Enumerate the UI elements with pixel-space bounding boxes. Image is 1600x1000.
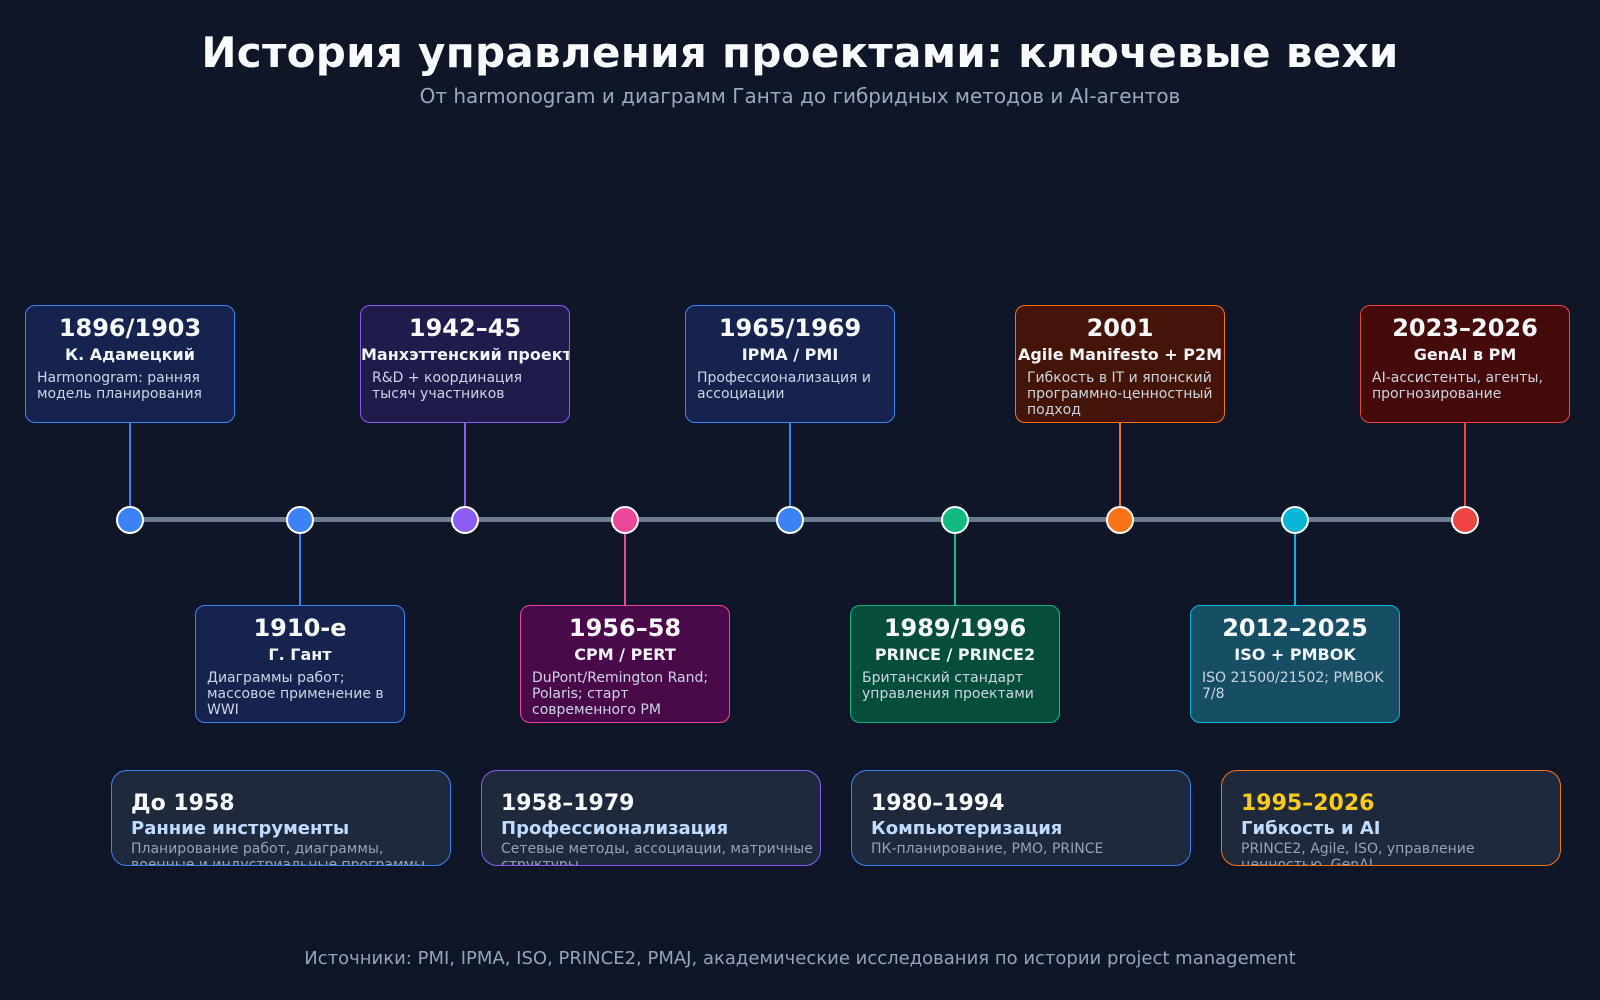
milestone-description: Британский стандарт управления проектами (862, 670, 1034, 702)
milestone-node (776, 506, 804, 534)
milestone-card: 1965/1969 IPMA / PMI Профессионализация и … (685, 305, 895, 423)
milestone-description: AI-ассистенты, агенты, прогнозирование (1372, 370, 1543, 402)
milestone-connector (954, 520, 956, 605)
era-description: Планирование работ, диаграммы, военные и… (131, 841, 426, 866)
milestone-name: К. Адамецкий (65, 345, 195, 364)
milestone-node (1106, 506, 1134, 534)
era-card: 1980–1994 Компьютеризация ПК-планировани… (851, 770, 1191, 866)
milestone-year: 1965/1969 (718, 314, 862, 342)
milestone-connector (129, 423, 131, 520)
sources-footer: Источники: PMI, IPMA, ISO, PRINCE2, PMAJ… (304, 948, 1296, 969)
milestone-description: Профессионализация и ассоциации (697, 370, 872, 402)
milestone-card: 2023–2026 GenAI в PM AI-ассистенты, агенты… (1360, 305, 1570, 423)
milestone-card: 1910-е Г. Гант Диаграммы работ; массовое п… (195, 605, 405, 723)
milestone-name: Agile Manifesto + P2M (1017, 345, 1223, 364)
era-years: 1995–2026 (1241, 791, 1375, 816)
milestone-description: Harmonogram: ранняя модель планирования (37, 370, 202, 402)
era-name: Компьютеризация (871, 818, 1063, 839)
page-subtitle: От harmonogram и диаграмм Ганта до гибри… (419, 84, 1181, 108)
era-name: Ранние инструменты (131, 818, 350, 839)
milestone-node (451, 506, 479, 534)
era-years: 1958–1979 (501, 791, 635, 816)
milestone-year: 1896/1903 (58, 314, 202, 342)
milestone-card: 2001 Agile Manifesto + P2M Гибкость в IT и… (1015, 305, 1225, 423)
milestone-connector (1119, 423, 1121, 520)
page-title: История управления проектами: ключевые в… (201, 28, 1399, 77)
era-description: ПК-планирование, PMO, PRINCE (871, 841, 1104, 857)
milestone-connector (1294, 520, 1296, 605)
era-name: Гибкость и AI (1241, 818, 1381, 839)
milestone-node (611, 506, 639, 534)
milestone-name: GenAI в PM (1413, 345, 1517, 364)
era-card: 1958–1979 Профессионализация Сетевые мет… (481, 770, 821, 866)
milestone-card: 1942–45 Манхэттенский проект R&D + координ… (360, 305, 570, 423)
milestone-description: Диаграммы работ; массовое применение в W… (207, 670, 384, 718)
era-card: До 1958 Ранние инструменты Планирование … (111, 770, 451, 866)
milestone-description: ISO 21500/21502; PMBOK 7/8 (1202, 670, 1384, 702)
milestone-name: ISO + PMBOK (1234, 645, 1356, 664)
milestone-card: 1989/1996 PRINCE / PRINCE2 Британский стан… (850, 605, 1060, 723)
era-years: 1980–1994 (871, 791, 1005, 816)
milestone-card: 1956–58 CPM / PERT DuPont/Remington Rand; … (520, 605, 730, 723)
milestone-year: 2001 (1086, 314, 1154, 342)
milestone-year: 2012–2025 (1222, 614, 1368, 642)
milestone-year: 1956–58 (568, 614, 682, 642)
era-name: Профессионализация (501, 818, 729, 839)
milestone-node (1281, 506, 1309, 534)
milestone-card: 2012–2025 ISO + PMBOK ISO 21500/21502; PMB… (1190, 605, 1400, 723)
milestone-description: DuPont/Remington Rand; Polaris; старт со… (532, 670, 709, 718)
milestone-node (1451, 506, 1479, 534)
milestone-name: Г. Гант (268, 645, 332, 664)
milestone-year: 1989/1996 (883, 614, 1027, 642)
milestone-description: Гибкость в IT и японский программно-ценн… (1027, 370, 1213, 418)
milestone-node (941, 506, 969, 534)
era-description: PRINCE2, Agile, ISO, управление ценность… (1241, 841, 1475, 866)
era-years: До 1958 (131, 791, 235, 816)
milestone-node (286, 506, 314, 534)
milestone-name: CPM / PERT (574, 645, 676, 664)
milestone-year: 1942–45 (408, 314, 522, 342)
milestone-year: 2023–2026 (1392, 314, 1538, 342)
milestone-name: PRINCE / PRINCE2 (874, 645, 1036, 664)
milestone-connector (1464, 423, 1466, 520)
milestone-card: 1896/1903 К. Адамецкий Harmonogram: ранняя… (25, 305, 235, 423)
milestone-name: IPMA / PMI (741, 345, 839, 364)
milestone-connector (789, 423, 791, 520)
era-card: 1995–2026 Гибкость и AI PRINCE2, Agile, … (1221, 770, 1561, 866)
milestone-connector (299, 520, 301, 605)
milestone-node (116, 506, 144, 534)
era-description: Сетевые методы, ассоциации, матричные ст… (501, 841, 813, 866)
milestone-connector (464, 423, 466, 520)
milestone-name: Манхэттенский проект (361, 345, 570, 364)
milestone-year: 1910-е (253, 614, 347, 642)
milestone-description: R&D + координация тысяч участников (372, 370, 523, 402)
milestone-connector (624, 520, 626, 605)
